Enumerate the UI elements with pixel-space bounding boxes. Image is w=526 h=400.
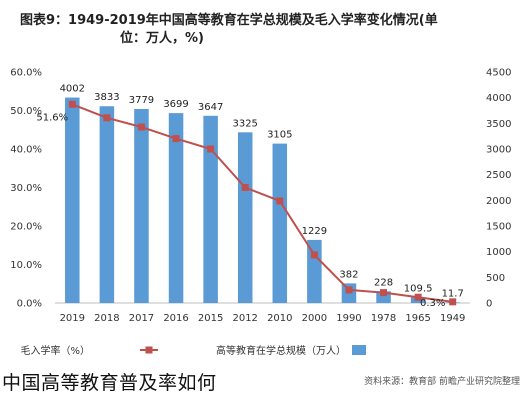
legend-bar-swatch bbox=[352, 345, 366, 355]
bar-data-label: 11.7 bbox=[442, 288, 464, 299]
bar-data-label: 3833 bbox=[94, 92, 119, 103]
line-point bbox=[276, 197, 284, 205]
legend-line-label: 毛入学率（%） bbox=[20, 344, 90, 357]
line-point bbox=[137, 123, 145, 131]
bar bbox=[376, 291, 391, 303]
chart-title-line2: 位：万人，%) bbox=[120, 30, 204, 46]
left-axis-tick-label: 20.0% bbox=[10, 222, 42, 233]
left-axis-tick-label: 60.0% bbox=[10, 68, 42, 79]
bar bbox=[134, 109, 149, 304]
left-axis-tick-label: 30.0% bbox=[10, 183, 42, 194]
line-point bbox=[449, 298, 457, 306]
bar bbox=[272, 143, 288, 303]
legend-line-marker bbox=[145, 346, 153, 354]
line-point bbox=[241, 184, 249, 191]
line-point bbox=[310, 251, 318, 259]
right-axis-tick-label: 500 bbox=[486, 273, 505, 284]
line-series: 51.6% 0.3% bbox=[36, 100, 457, 309]
right-axis-tick-label: 3500 bbox=[486, 119, 511, 130]
bar-data-label: 3325 bbox=[232, 118, 257, 129]
left-axis-tick-label: 10.0% bbox=[10, 260, 42, 271]
line-data-label: 51.6% bbox=[36, 112, 68, 123]
series-line bbox=[71, 103, 453, 303]
category-tick-label: 1965 bbox=[405, 313, 430, 324]
bar bbox=[203, 115, 218, 304]
right-axis: 0 500 1000 1500 2000 2500 3000 3500 4000 4500 bbox=[486, 68, 511, 310]
bar-data-label: 109.5 bbox=[404, 283, 433, 294]
bar-data-label: 4002 bbox=[60, 84, 85, 95]
bar-data-label: 228 bbox=[374, 277, 393, 288]
right-axis-tick-label: 4000 bbox=[486, 93, 511, 104]
category-tick-label: 2000 bbox=[302, 313, 327, 324]
category-tick-label: 2016 bbox=[163, 313, 188, 324]
bar-data-label: 1229 bbox=[302, 226, 327, 237]
category-tick-label: 2010 bbox=[267, 313, 292, 324]
line-point bbox=[414, 293, 422, 301]
category-tick-label: 1990 bbox=[336, 313, 361, 324]
bar bbox=[65, 97, 80, 304]
bar-data-label: 3105 bbox=[267, 130, 292, 141]
line-point bbox=[68, 100, 76, 108]
category-tick-label: 2015 bbox=[198, 313, 223, 324]
line-point bbox=[380, 289, 388, 297]
bar-data-label: 382 bbox=[339, 269, 358, 280]
bar-data-label: 3699 bbox=[163, 99, 188, 110]
right-axis-tick-label: 0 bbox=[486, 299, 492, 310]
category-tick-label: 2018 bbox=[94, 313, 119, 324]
right-axis-tick-label: 2000 bbox=[486, 196, 511, 207]
category-labels: 2019 2018 2017 2016 2015 2012 2010 2000 1990 1978… bbox=[60, 313, 466, 324]
bar-data-label: 3779 bbox=[129, 95, 154, 106]
page-caption: 中国高等教育普及率如何 bbox=[2, 372, 217, 394]
legend-bar-label: 高等教育在学总规模（万人） bbox=[216, 344, 346, 357]
line-point bbox=[207, 145, 215, 153]
category-tick-label: 2019 bbox=[60, 313, 85, 324]
left-axis-tick-label: 0.0% bbox=[17, 299, 42, 310]
right-axis-tick-label: 4500 bbox=[486, 68, 511, 79]
right-axis-tick-label: 1500 bbox=[486, 222, 511, 233]
chart-title-line1: 图表9：1949-2019年中国高等教育在学总规模及毛入学率变化情况(单 bbox=[20, 12, 438, 28]
line-data-label: 0.3% bbox=[420, 298, 445, 309]
source-note: 资料来源：教育部 前瞻产业研究院整理 bbox=[364, 375, 520, 387]
bar bbox=[168, 113, 184, 303]
right-axis-tick-label: 2500 bbox=[486, 170, 511, 181]
bar bbox=[307, 239, 322, 303]
category-tick-label: 2012 bbox=[232, 313, 257, 324]
bar bbox=[237, 132, 253, 303]
bar bbox=[99, 106, 115, 303]
bar-data-label: 3647 bbox=[198, 102, 223, 113]
right-axis-tick-label: 3000 bbox=[486, 145, 511, 156]
category-tick-label: 2017 bbox=[129, 313, 154, 324]
legend: 毛入学率（%） 高等教育在学总规模（万人） bbox=[20, 344, 366, 357]
line-point bbox=[172, 135, 180, 143]
left-axis-tick-label: 40.0% bbox=[10, 145, 42, 156]
category-tick-label: 1978 bbox=[371, 313, 396, 324]
right-axis-tick-label: 1000 bbox=[486, 247, 511, 258]
category-tick-label: 1949 bbox=[440, 313, 465, 324]
bar-series: 4002 3833 3779 3699 3647 3325 3105 1229 382 228 10… bbox=[60, 84, 464, 304]
left-axis: 0.0% 10.0% 20.0% 30.0% 40.0% 50.0% 60.0% bbox=[10, 68, 470, 310]
line-point bbox=[103, 114, 111, 122]
line-point bbox=[345, 286, 353, 294]
left-axis-tick-label: 50.0% bbox=[10, 106, 42, 117]
